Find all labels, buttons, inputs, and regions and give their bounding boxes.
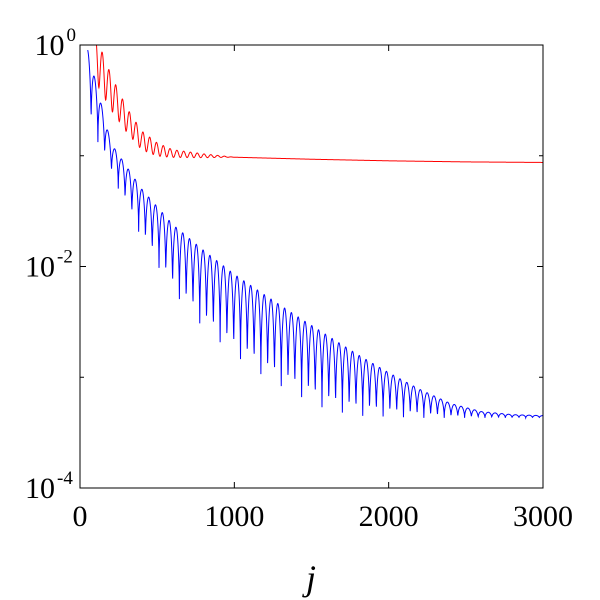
series-line-1 [95,45,543,163]
series-layer [87,45,543,420]
y-tick-label-base: 10 [25,251,55,284]
x-tick-label: 2000 [359,500,419,533]
plot-background [80,45,543,488]
y-tick-label-exponent: -2 [57,247,73,268]
y-tick-label: 10 -4 [25,468,73,505]
y-tick-label-exponent: -4 [57,468,73,489]
y-tick-label: 10 -2 [25,247,73,284]
series-line-2 [87,49,543,420]
x-axis-label: j [302,558,316,598]
x-tick-label: 1000 [204,500,264,533]
x-tick-label: 0 [73,500,88,533]
y-tick-label: 10 0 [35,25,77,62]
x-tick-label: 3000 [513,500,573,533]
y-tick-label-exponent: 0 [67,25,77,46]
y-tick-label-base: 10 [25,472,55,505]
y-tick-label-base: 10 [35,29,65,62]
